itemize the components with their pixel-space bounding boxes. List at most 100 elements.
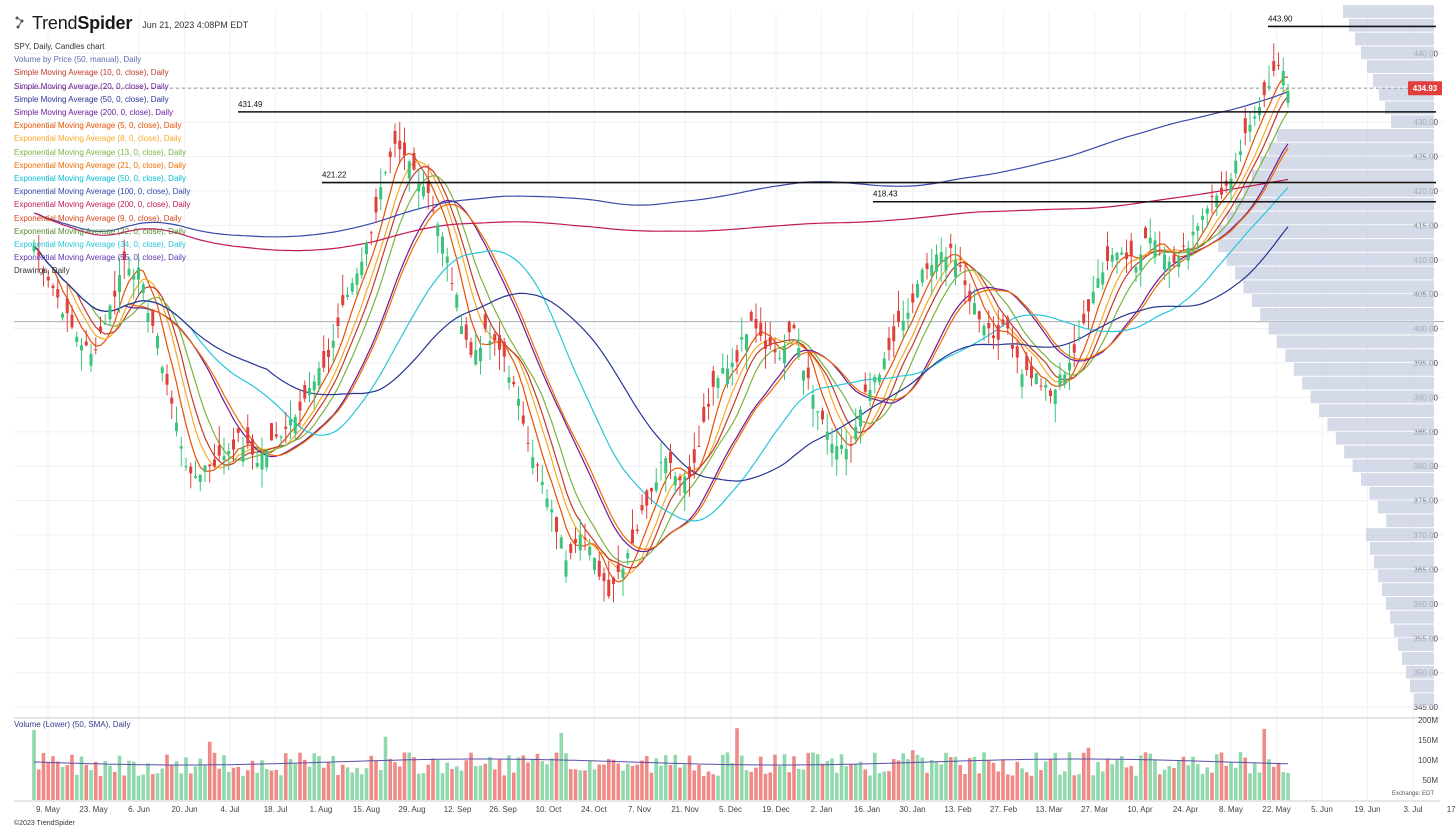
volume-bar	[359, 774, 364, 800]
indicator-label[interactable]: Simple Moving Average (200, 0, close), D…	[14, 108, 174, 118]
indicator-label[interactable]: Exponential Moving Average (22, 0, close…	[14, 226, 186, 236]
x-tick-label: 2. Jan	[811, 805, 833, 814]
candle-body	[678, 476, 682, 481]
indicator-label[interactable]: Exponential Moving Average (5, 0, close)…	[14, 121, 182, 131]
volume-bar	[1005, 774, 1010, 800]
indicator-label[interactable]: Exponential Moving Average (9, 0, close)…	[14, 213, 182, 223]
volume-bar	[925, 772, 929, 800]
candle-body	[37, 251, 41, 256]
candle-body	[346, 294, 349, 297]
candle-body	[968, 290, 972, 302]
volume-bar	[198, 758, 203, 800]
candle-body	[521, 415, 525, 424]
volume-profile-bar	[1352, 459, 1434, 473]
volume-bar	[711, 774, 716, 800]
candle-body	[56, 289, 60, 298]
candle-body	[1049, 390, 1052, 397]
candle-body	[1182, 245, 1185, 247]
candle-body	[550, 509, 554, 513]
volume-bar	[834, 772, 839, 800]
volume-bar	[1115, 758, 1119, 800]
candle-body	[246, 427, 250, 444]
indicator-label[interactable]: Exponential Moving Average (50, 0, close…	[14, 174, 186, 184]
indicator-label[interactable]: Simple Moving Average (50, 0, close), Da…	[14, 94, 169, 104]
indicator-label[interactable]: Exponential Moving Average (8, 0, close)…	[14, 134, 182, 144]
volume-profile-bar	[1386, 514, 1434, 528]
volume-bar	[255, 772, 260, 800]
volume-bar	[226, 771, 231, 800]
candle-body	[255, 462, 259, 467]
indicator-label[interactable]: Simple Moving Average (20, 0, close), Da…	[14, 81, 169, 91]
candle-body	[825, 431, 829, 440]
candle-body	[317, 368, 321, 386]
moving-averages	[33, 76, 1289, 583]
volume-bar	[1186, 765, 1191, 800]
volume-bar	[1286, 773, 1290, 800]
candle-body	[635, 529, 639, 531]
candle-body	[1243, 118, 1247, 134]
indicator-label[interactable]: Exponential Moving Average (13, 0, close…	[14, 147, 186, 157]
volume-bar	[79, 756, 84, 800]
candle-body	[1186, 247, 1190, 261]
candle-body	[241, 447, 245, 462]
volume-bar	[264, 768, 269, 800]
candle-body	[260, 452, 264, 470]
candle-body	[821, 410, 824, 420]
indicator-label[interactable]: Exponential Moving Average (55, 0, close…	[14, 253, 186, 263]
volume-bar	[754, 767, 758, 800]
x-tick-label: 13. Mar	[1035, 805, 1062, 814]
volume-bar	[682, 764, 687, 800]
indicator-label[interactable]: Exponential Moving Average (34, 0, close…	[14, 240, 186, 250]
candle-body	[474, 350, 478, 365]
volume-bar	[716, 775, 720, 800]
volume-bar	[592, 769, 597, 800]
volume-bar	[41, 752, 46, 800]
volume-bar	[340, 764, 345, 800]
volume-bar	[241, 775, 245, 800]
indicator-label[interactable]: Exponential Moving Average (21, 0, close…	[14, 160, 186, 170]
x-tick-label: 26. Sep	[489, 805, 517, 814]
volume-bar	[388, 758, 393, 800]
candle-body	[203, 465, 207, 472]
volume-bar	[687, 755, 692, 800]
volume-profile-bar	[1251, 294, 1434, 307]
volume-profile-bar	[1243, 280, 1434, 294]
indicator-label[interactable]: Drawings, Daily	[14, 266, 70, 276]
candle-body	[707, 403, 710, 407]
volume-bar	[217, 768, 222, 800]
candle-body	[360, 261, 364, 276]
indicator-label[interactable]: SPY, Daily, Candles chart	[14, 42, 105, 51]
indicator-label[interactable]: Volume by Price (50, manual), Daily	[14, 55, 142, 65]
volume-bar	[801, 769, 806, 800]
x-tick-label: 20. Jun	[171, 805, 197, 814]
x-tick-label: 6. Jun	[128, 805, 150, 814]
indicator-label[interactable]: Exponential Moving Average (100, 0, clos…	[14, 187, 191, 197]
volume-bar	[887, 771, 891, 800]
volume-bar	[70, 754, 74, 800]
indicator-label[interactable]: Simple Moving Average (10, 0, close), Da…	[14, 68, 169, 78]
candle-body	[773, 349, 777, 353]
volume-profile-bar	[1310, 390, 1434, 404]
trendspider-logo-icon	[14, 15, 28, 31]
candle-body	[412, 152, 416, 170]
candle-body	[1196, 226, 1200, 231]
candle-body	[502, 341, 506, 357]
candle-body	[1001, 319, 1005, 325]
candle-body	[1262, 82, 1266, 96]
candle-body	[160, 367, 164, 374]
candle-body	[217, 445, 221, 456]
volume-bar	[1162, 769, 1167, 800]
x-tick-label: 18. Jul	[264, 805, 288, 814]
volume-bar	[117, 755, 122, 800]
candle-body	[730, 362, 734, 368]
candle-body	[75, 336, 79, 343]
volume-bar	[739, 755, 744, 800]
indicator-label[interactable]: Exponential Moving Average (200, 0, clos…	[14, 200, 191, 210]
candle-body	[1053, 389, 1057, 405]
candle-body	[517, 398, 520, 406]
candle-body	[574, 538, 577, 544]
candle-body	[89, 353, 93, 366]
volume-bar	[872, 752, 877, 800]
candle-body	[208, 464, 212, 467]
